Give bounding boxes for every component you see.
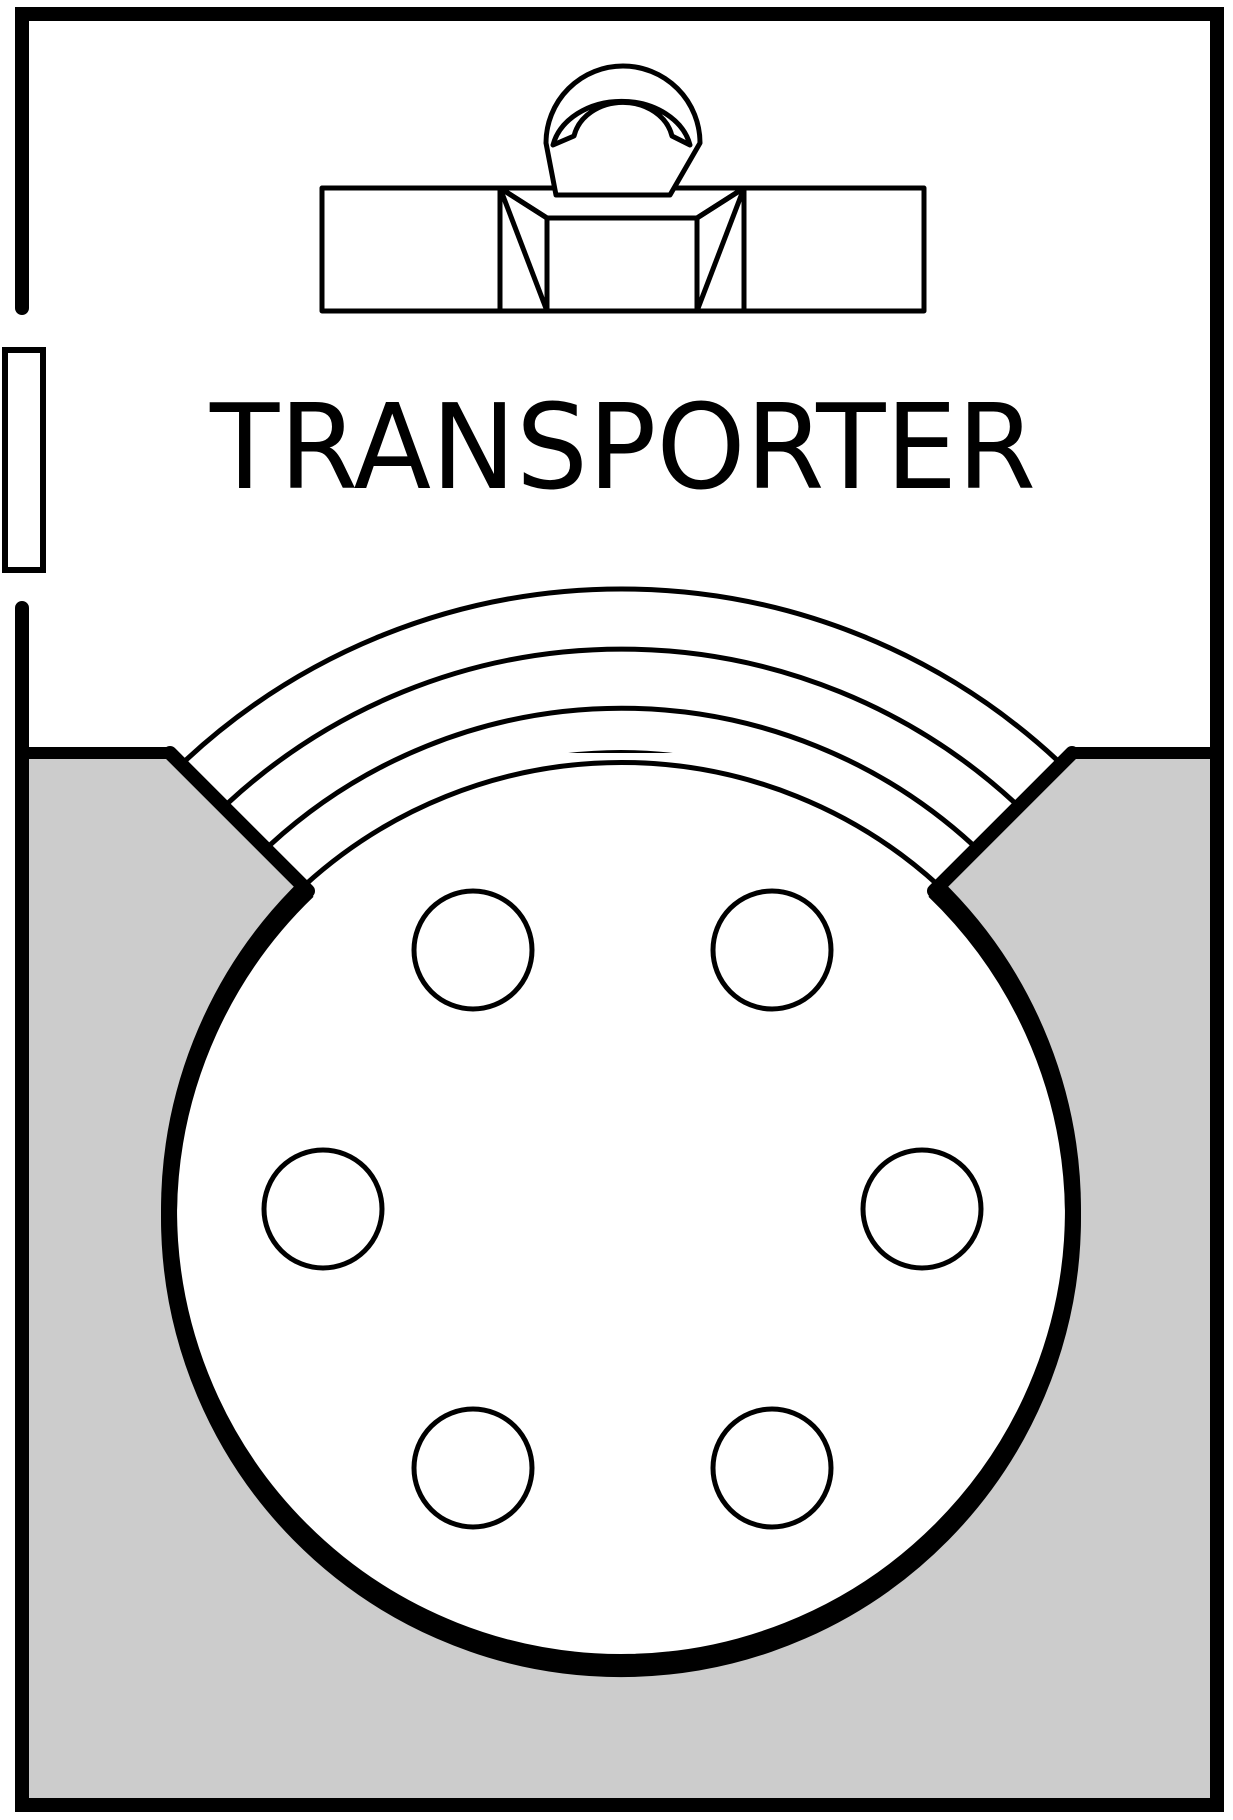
outer-wall: [15, 7, 1224, 1812]
room-label: TRANSPORTER: [209, 378, 1036, 516]
transporter-pads: [261, 888, 984, 1530]
transporter-pad-icon: [411, 888, 535, 1012]
step-arc-2: [226, 646, 1017, 805]
chamber-outline: [161, 885, 1081, 1678]
transporter-pad-icon: [261, 1147, 385, 1271]
transporter-pad-icon: [710, 1406, 834, 1530]
transporter-pad-icon: [411, 1406, 535, 1530]
transporter-pad-icon: [860, 1147, 984, 1271]
step-arc-1: [184, 586, 1059, 762]
console-icon: [319, 63, 927, 314]
transporter-pad-icon: [710, 888, 834, 1012]
upper-floor-wedge: [170, 753, 1072, 891]
door-icon[interactable]: [2, 347, 46, 573]
step-arc-4: [303, 760, 940, 887]
step-arc-3: [268, 705, 975, 847]
